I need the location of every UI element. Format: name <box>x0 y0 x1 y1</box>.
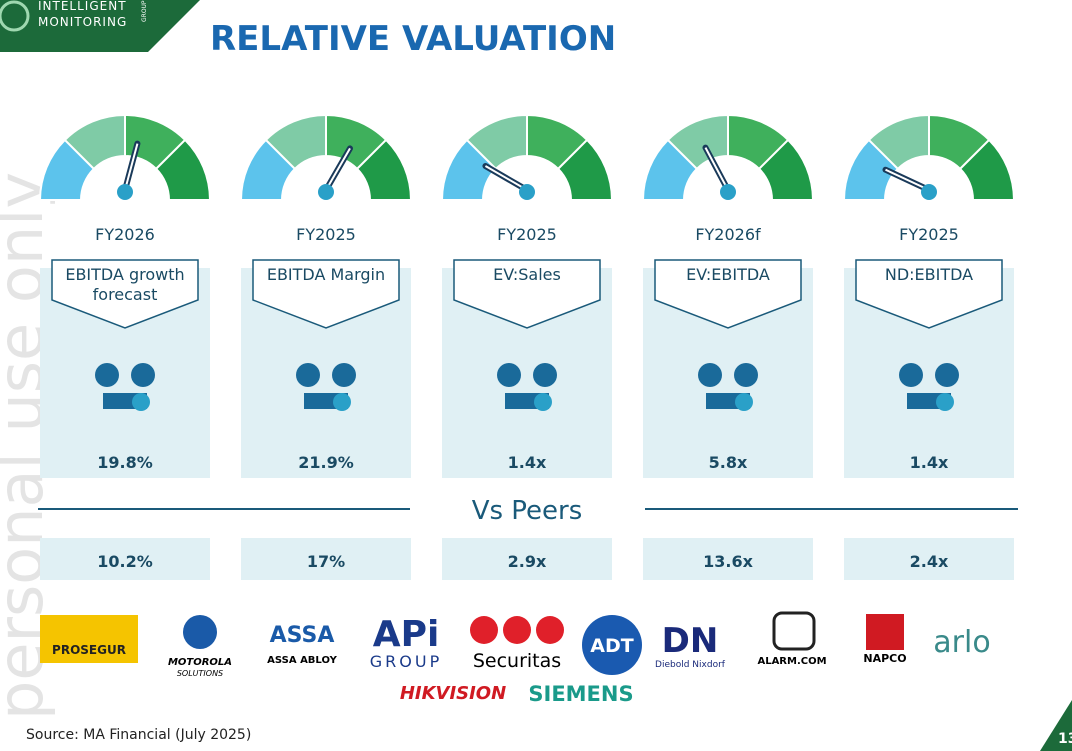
callout <box>51 259 199 329</box>
page-tab <box>1040 700 1072 751</box>
page-number: 13 <box>1058 731 1072 747</box>
metric-value: 19.8% <box>97 453 153 472</box>
gauge-hub <box>720 184 736 200</box>
logo-text: SIEMENS <box>528 682 633 706</box>
peer-panel <box>40 538 210 580</box>
icon-coin <box>95 363 119 387</box>
logo-adt <box>582 615 642 675</box>
metric-label: EV:EBITDA <box>686 265 770 284</box>
gauge-segment <box>958 138 1016 201</box>
peer-value: 17% <box>307 552 345 571</box>
logo-motorola <box>183 615 217 649</box>
logo-text: ASSA <box>270 623 335 648</box>
icon-coin <box>734 363 758 387</box>
logo-dot <box>503 616 531 644</box>
gauge-needle-inner <box>484 165 528 191</box>
peer-value: 13.6x <box>703 552 753 571</box>
logo-text: MOTOROLA <box>168 657 232 668</box>
metric-value: 21.9% <box>298 453 354 472</box>
period: FY2025 <box>497 225 557 244</box>
gauge-segment <box>154 138 212 201</box>
logo-dot <box>470 616 498 644</box>
logo-text: Diebold Nixdorf <box>655 660 726 670</box>
peer-panel <box>643 538 813 580</box>
metric-label: EV:Sales <box>493 265 561 284</box>
icon-accent <box>132 393 150 411</box>
peer-panel <box>844 538 1014 580</box>
peer-logos: PROSEGUR MOTOROLA SOLUTIONS ASSA ASSA AB… <box>40 611 991 706</box>
gauge-segment <box>757 138 815 201</box>
callout <box>855 259 1003 329</box>
source: Source: MA Financial (July 2025) <box>26 727 251 743</box>
logo-napco <box>866 614 904 650</box>
logo-text: INTELLIGENT <box>38 0 127 13</box>
icon-coin <box>332 363 356 387</box>
gauge-needle-inner <box>885 168 930 191</box>
logo-text: SOLUTIONS <box>177 669 223 678</box>
period: FY2026 <box>95 225 155 244</box>
peer-panel <box>241 538 411 580</box>
logo-text: Securitas <box>473 650 561 672</box>
logo-text: APi <box>373 614 440 655</box>
logo-text: ASSA ABLOY <box>267 655 337 666</box>
gauge-hub <box>921 184 937 200</box>
gauge-hub <box>318 184 334 200</box>
logo-text: arlo <box>933 625 990 660</box>
logo-text: GROUP <box>141 0 148 22</box>
callout <box>654 259 802 329</box>
metric-value: 5.8x <box>709 453 748 472</box>
logo-mark <box>0 0 30 32</box>
logo-text: DN <box>662 621 719 661</box>
logo-text: PROSEGUR <box>52 643 126 657</box>
period: FY2025 <box>296 225 356 244</box>
metric-value: 1.4x <box>508 453 547 472</box>
icon-coin <box>497 363 521 387</box>
gauge-needle-inner <box>325 147 351 191</box>
peer-value: 2.9x <box>508 552 547 571</box>
logo-text: HIKVISION <box>400 683 506 704</box>
icon-coin <box>698 363 722 387</box>
peer-value: 10.2% <box>97 552 153 571</box>
logo-text: ADT <box>590 635 633 657</box>
icon-accent <box>534 393 552 411</box>
metric-label: EBITDA Margin <box>266 265 386 284</box>
divider-label: Vs Peers <box>472 496 583 526</box>
logo-bg-tip <box>148 0 200 52</box>
logo-text: ALARM.COM <box>757 656 826 667</box>
metric-value: 1.4x <box>910 453 949 472</box>
icon-accent <box>735 393 753 411</box>
gauge-hub <box>519 184 535 200</box>
icon-accent <box>333 393 351 411</box>
gauge-segment <box>556 138 614 201</box>
period: FY2026f <box>695 225 761 244</box>
gauge-hub <box>117 184 133 200</box>
logo-text: NAPCO <box>863 652 906 665</box>
icon-coin <box>296 363 320 387</box>
peer-panel <box>442 538 612 580</box>
icon-coin <box>533 363 557 387</box>
title: RELATIVE VALUATION <box>210 19 616 59</box>
gauge-segment <box>355 138 413 201</box>
peer-value: 2.4x <box>910 552 949 571</box>
gauge-needle-inner <box>124 143 139 191</box>
logo-text: MONITORING <box>38 15 127 29</box>
icon-coin <box>131 363 155 387</box>
icon-coin <box>899 363 923 387</box>
callout <box>252 259 400 329</box>
metric-label: ND:EBITDA <box>884 265 974 284</box>
gauge-needle-inner <box>704 147 729 191</box>
metric-label: EBITDA growth forecast <box>65 265 185 304</box>
period: FY2025 <box>899 225 959 244</box>
callout <box>453 259 601 329</box>
icon-coin <box>935 363 959 387</box>
logo-alarm <box>772 611 816 651</box>
logo-dot <box>536 616 564 644</box>
logo-text: GROUP <box>370 652 442 671</box>
icon-accent <box>936 393 954 411</box>
logo-prosegur <box>40 615 138 663</box>
